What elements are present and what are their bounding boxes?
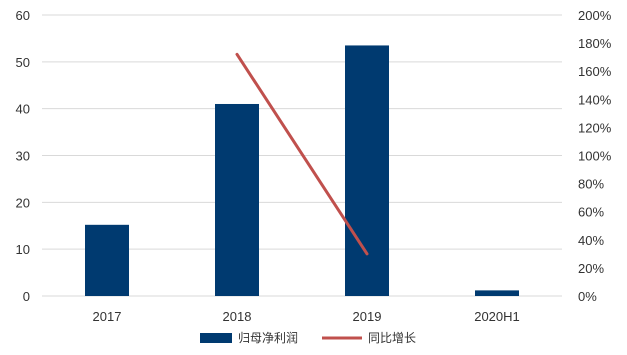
y-right-tick-label: 100% (578, 149, 612, 164)
growth-line (235, 52, 369, 256)
x-tick-label: 2020H1 (474, 309, 520, 324)
bar-series (85, 45, 519, 296)
legend-label-bar: 归母净利润 (238, 331, 298, 345)
y-right-tick-label: 180% (578, 36, 612, 51)
legend-swatch-bar (200, 333, 232, 343)
y-left-tick-label: 50 (16, 55, 30, 70)
line-series (235, 52, 369, 256)
bar (475, 290, 519, 296)
x-tick-label: 2018 (223, 309, 252, 324)
y-right-tick-label: 0% (578, 289, 597, 304)
y-right-tick-label: 120% (578, 120, 612, 135)
bar (345, 45, 389, 296)
y-left-tick-label: 60 (16, 8, 30, 23)
y-right-tick-label: 200% (578, 8, 612, 23)
y-left-tick-label: 20 (16, 195, 30, 210)
x-tick-label: 2017 (93, 309, 122, 324)
y-right-tick-label: 60% (578, 205, 604, 220)
legend-label-line: 同比增长 (368, 331, 416, 345)
y-right-tick-label: 40% (578, 233, 604, 248)
bar (85, 224, 129, 296)
y-right-tick-label: 20% (578, 261, 604, 276)
y-right-tick-label: 80% (578, 177, 604, 192)
legend: 归母净利润 同比增长 (200, 331, 416, 345)
y-right-tick-label: 140% (578, 92, 612, 107)
y-left-tick-label: 10 (16, 242, 30, 257)
y-left-tick-label: 30 (16, 149, 30, 164)
y-right-tick-label: 160% (578, 64, 612, 79)
bar (215, 103, 259, 296)
x-tick-label: 2019 (353, 309, 382, 324)
axes: 0 10 20 30 40 50 60 0% 20% 40% 60% 80% 100% 120% 140% 1… (16, 8, 612, 324)
y-left-tick-label: 0 (23, 289, 30, 304)
y-left-tick-label: 40 (16, 102, 30, 117)
